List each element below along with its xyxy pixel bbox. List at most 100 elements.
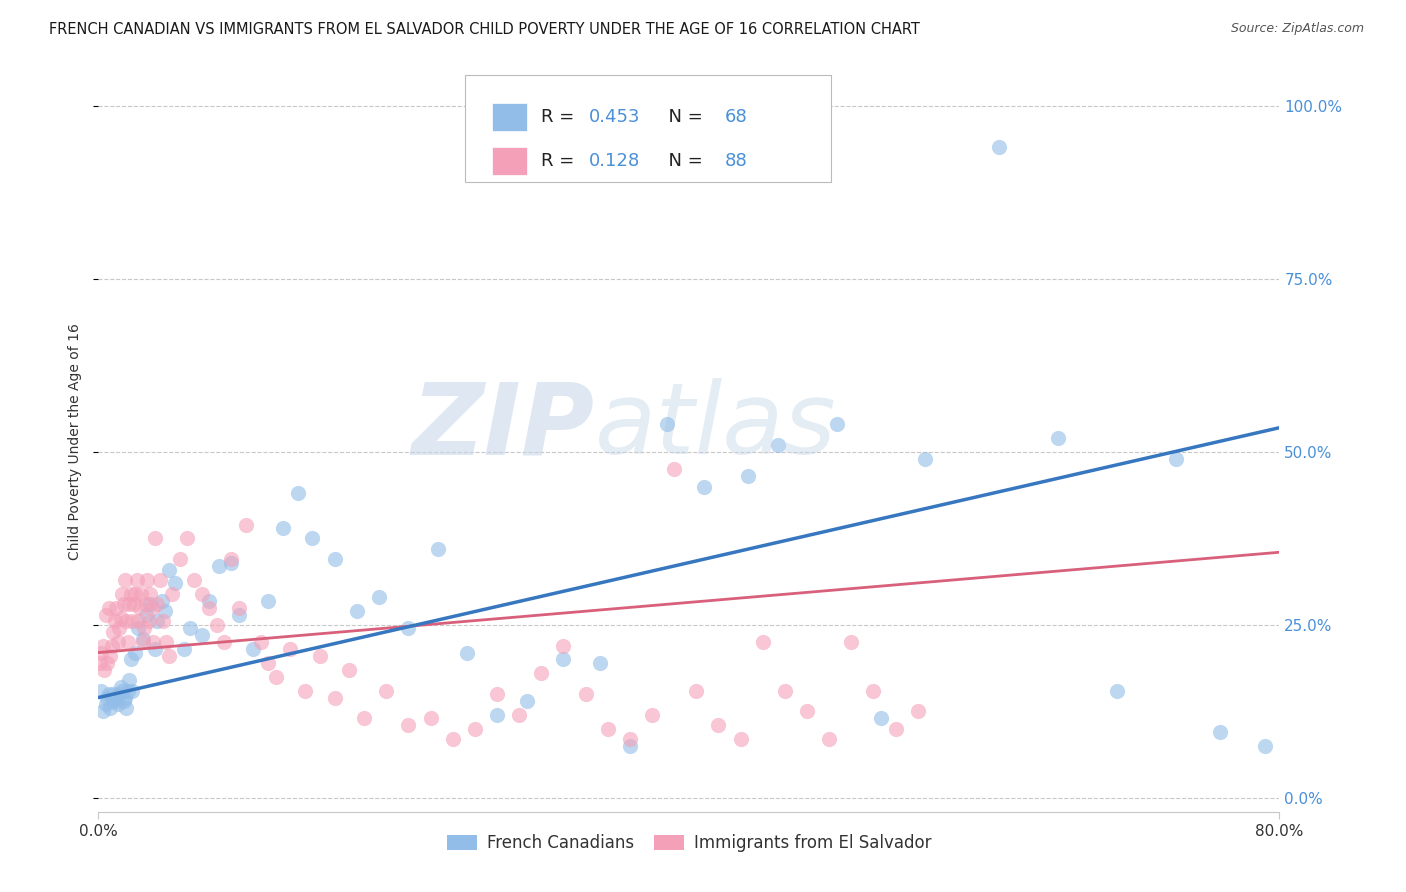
Point [143, 642, 166, 657]
Point [153, 604, 176, 618]
Point [120, 652, 142, 666]
Point [486, 707, 509, 722]
Point [398, 718, 420, 732]
Point [132, 632, 155, 646]
Point [118, 673, 141, 688]
Point [91, 705, 114, 719]
Point [129, 587, 152, 601]
Point [97, 687, 120, 701]
Point [773, 683, 796, 698]
Point [127, 615, 149, 629]
Point [97, 600, 120, 615]
Point [619, 732, 641, 747]
Text: FRENCH CANADIAN VS IMMIGRANTS FROM EL SALVADOR CHILD POVERTY UNDER THE AGE OF 16: FRENCH CANADIAN VS IMMIGRANTS FROM EL SA… [49, 22, 920, 37]
Point [508, 707, 530, 722]
Point [94, 698, 117, 712]
Point [1209, 725, 1232, 739]
Point [117, 683, 139, 698]
Point [152, 615, 174, 629]
Point [128, 600, 150, 615]
Point [914, 451, 936, 466]
Point [664, 462, 686, 476]
Point [301, 532, 323, 546]
Point [110, 611, 132, 625]
Point [870, 711, 893, 725]
Point [100, 639, 122, 653]
Point [96, 690, 118, 705]
Point [205, 618, 228, 632]
Point [104, 694, 127, 708]
Text: 68: 68 [724, 108, 747, 126]
Point [884, 722, 907, 736]
Point [93, 663, 115, 677]
Point [907, 705, 929, 719]
Point [228, 600, 250, 615]
Point [162, 587, 183, 601]
Point [96, 656, 118, 670]
Point [619, 739, 641, 753]
Point [94, 607, 117, 622]
Point [191, 587, 214, 601]
Point [641, 707, 664, 722]
Point [280, 642, 302, 657]
Point [110, 680, 132, 694]
Text: 0.128: 0.128 [589, 152, 640, 169]
Point [841, 635, 863, 649]
Point [693, 479, 716, 493]
Point [139, 597, 162, 611]
Text: N =: N = [657, 152, 709, 169]
Point [98, 701, 121, 715]
Point [516, 694, 538, 708]
Point [309, 648, 332, 663]
Point [103, 624, 125, 639]
Point [115, 701, 138, 715]
Point [228, 607, 250, 622]
FancyBboxPatch shape [492, 103, 527, 131]
Point [250, 635, 273, 649]
FancyBboxPatch shape [464, 75, 831, 183]
Point [121, 615, 143, 629]
Point [150, 593, 173, 607]
Point [1254, 739, 1277, 753]
Point [135, 597, 157, 611]
Point [862, 683, 884, 698]
Point [553, 652, 575, 666]
Point [464, 722, 486, 736]
Point [257, 593, 280, 607]
Point [120, 587, 142, 601]
Point [707, 718, 730, 732]
Point [90, 683, 112, 698]
Point [271, 521, 294, 535]
Point [596, 722, 619, 736]
Point [136, 573, 159, 587]
Point [264, 670, 287, 684]
Point [457, 646, 479, 660]
Point [353, 711, 375, 725]
Point [368, 591, 391, 605]
Point [198, 593, 221, 607]
Point [112, 694, 135, 708]
Point [107, 635, 129, 649]
Point [988, 140, 1011, 154]
Point [257, 656, 280, 670]
Point [427, 541, 450, 556]
Point [105, 690, 128, 705]
Point [235, 517, 257, 532]
Text: N =: N = [657, 108, 709, 126]
Legend: French Canadians, Immigrants from El Salvador: French Canadians, Immigrants from El Sal… [440, 828, 938, 859]
Point [127, 621, 149, 635]
Point [121, 683, 143, 698]
Text: atlas: atlas [595, 378, 837, 475]
Point [655, 417, 678, 432]
Point [124, 587, 146, 601]
Point [294, 683, 316, 698]
Text: R =: R = [541, 108, 581, 126]
Point [90, 646, 112, 660]
Text: R =: R = [541, 152, 581, 169]
Point [149, 573, 172, 587]
Point [1046, 431, 1070, 445]
Point [553, 639, 575, 653]
Point [89, 656, 111, 670]
Point [208, 559, 231, 574]
Point [165, 576, 187, 591]
